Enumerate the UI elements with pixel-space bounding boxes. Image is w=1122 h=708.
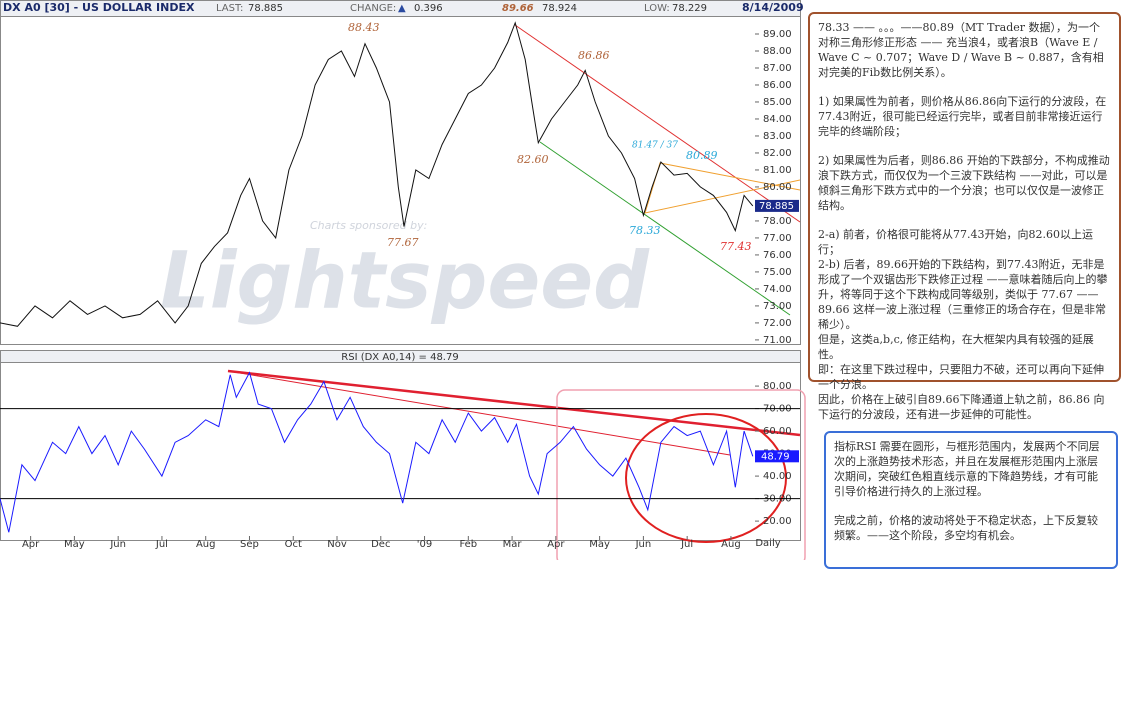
- chart: DX A0 [30] - US DOLLAR INDEX LAST: 78.88…: [0, 0, 806, 560]
- note-paragraph: 指标RSI 需要在圆形，与框形范围内，发展两个不同层次的上涨趋势技术形态，并且在…: [834, 440, 1100, 498]
- low-value: 78.229: [672, 3, 707, 14]
- x-tick-label: Mar: [503, 539, 523, 550]
- x-tick-label: Nov: [327, 539, 347, 550]
- x-tick-label: Jul: [155, 539, 168, 550]
- channel-top: [514, 24, 801, 223]
- x-tick-label: Sep: [240, 539, 259, 550]
- change-label: CHANGE:: [350, 3, 396, 14]
- x-tick-label: Apr: [22, 539, 40, 550]
- note-paragraph: 完成之前，价格的波动将处于不稳定状态，上下反复较频繁。——这个阶段，多空均有机会…: [834, 514, 1098, 542]
- last-price-label: 78.885: [759, 201, 794, 212]
- annotation: 88.43: [348, 21, 380, 34]
- x-tick-label: Apr: [547, 539, 565, 550]
- y-tick-label: 80.00: [763, 381, 792, 392]
- last-label: LAST:: [216, 3, 243, 14]
- symbol: DX A0 [30] - US DOLLAR INDEX: [3, 1, 195, 14]
- y-tick-label: 75.00: [763, 267, 792, 278]
- rsi-title: RSI (DX A0,14) = 48.79: [341, 352, 458, 363]
- y-tick-label: 77.00: [763, 233, 792, 244]
- x-tick-label: Aug: [721, 539, 741, 550]
- annotation: 81.47 / 37: [632, 141, 678, 151]
- y-tick-label: 60.00: [763, 426, 792, 437]
- rsi-box: [556, 389, 806, 560]
- channel-bottom: [539, 141, 791, 316]
- change-value: 0.396: [414, 3, 443, 14]
- note-paragraph: 即：在这里下跌过程中，只要阻力不破，还可以再向下延伸一个分浪。: [818, 363, 1104, 391]
- annotation: 80.89: [686, 149, 718, 162]
- y-tick-label: 76.00: [763, 250, 792, 261]
- sponsor: Charts sponsored by:: [310, 219, 427, 232]
- change-arrow: ▲: [398, 3, 406, 14]
- y-tick-label: 74.00: [763, 284, 792, 295]
- price-panel: [0, 0, 801, 345]
- y-tick-label: 85.00: [763, 97, 792, 108]
- y-tick-label: 89.00: [763, 29, 792, 40]
- last-value-label: 48.79: [761, 451, 790, 462]
- annotation: 77.67: [387, 236, 419, 249]
- last-price-box: [755, 199, 799, 212]
- rsi-title-bar: [0, 350, 801, 363]
- note-paragraph: 2) 如果属性为后者，则86.86 开始的下跌部分，不构成推动浪下跌方式，而仅仅…: [818, 154, 1110, 212]
- note-paragraph: 2-b) 后者，89.66开始的下跌结构，到77.43附近，无非是形成了一个双锯…: [818, 258, 1108, 331]
- y-tick-label: 71.00: [763, 335, 792, 346]
- y-tick-label: 86.00: [763, 80, 792, 91]
- brand-watermark: Lightspeed: [160, 236, 650, 326]
- annotation: 82.60: [517, 153, 549, 166]
- open-value: 78.924: [542, 3, 577, 14]
- y-tick-label: 81.00: [763, 165, 792, 176]
- period: Daily: [755, 538, 780, 549]
- x-tick-label: '09: [417, 539, 432, 550]
- last-value: 78.885: [248, 3, 283, 14]
- x-tick-label: Aug: [196, 539, 216, 550]
- y-tick-label: 84.00: [763, 114, 792, 125]
- note-paragraph: 因此，价格在上破引自89.66下降通道上轨之前，86.86 向下运行的分波段，还…: [818, 393, 1105, 421]
- low-label: LOW:: [644, 3, 670, 14]
- y-tick-label: 78.00: [763, 216, 792, 227]
- y-tick-label: 20.00: [763, 516, 792, 527]
- header-bar: [0, 0, 801, 17]
- annotation: 77.43: [720, 240, 752, 253]
- note-paragraph: 但是，这类a,b,c, 修正结构，在大框架内具有较强的延展性。: [818, 333, 1094, 361]
- y-tick-label: 82.00: [763, 148, 792, 159]
- x-tick-label: Dec: [371, 539, 390, 550]
- y-tick-label: 83.00: [763, 131, 792, 142]
- note-blue: 指标RSI 需要在圆形，与框形范围内，发展两个不同层次的上涨趋势技术形态，并且在…: [824, 431, 1118, 569]
- x-tick-label: Feb: [459, 539, 477, 550]
- data-line: [0, 21, 754, 327]
- rsi-trend-thin: [227, 370, 731, 456]
- y-tick-label: 87.00: [763, 63, 792, 74]
- triangle: [644, 162, 801, 214]
- rsi-panel: [0, 350, 801, 541]
- x-tick-label: Jul: [680, 539, 693, 550]
- x-tick-label: Jun: [109, 539, 126, 550]
- note-right: 78.33 —— 。。。——80.89（MT Trader 数据），为一个对称三…: [808, 12, 1121, 421]
- annotation: 78.33: [629, 224, 661, 237]
- x-tick-label: Jun: [635, 539, 652, 550]
- y-tick-label: 72.00: [763, 318, 792, 329]
- y-tick-label: 40.00: [763, 471, 792, 482]
- x-tick-label: Oct: [285, 539, 302, 550]
- x-tick-label: May: [589, 539, 610, 550]
- note-paragraph: 78.33 —— 。。。——80.89（MT Trader 数据），为一个对称三…: [818, 21, 1104, 79]
- data-line: [0, 371, 754, 533]
- rsi-circle: [625, 413, 787, 543]
- y-tick-label: 80.00: [763, 182, 792, 193]
- annotation: 86.86: [578, 49, 610, 62]
- x-tick-label: May: [64, 539, 85, 550]
- y-tick-label: 88.00: [763, 46, 792, 57]
- note-paragraph: 2-a) 前者，价格很可能将从77.43开始，向82.60以上运行；: [818, 228, 1094, 256]
- note-paragraph: 1) 如果属性为前者，则价格从86.86向下运行的分波段，在77.43附近，很可…: [818, 95, 1107, 138]
- date: 8/14/2009: [742, 1, 804, 14]
- y-tick-label: 73.00: [763, 301, 792, 312]
- high-value: 89.66: [502, 3, 534, 14]
- last-value-box: [755, 450, 799, 463]
